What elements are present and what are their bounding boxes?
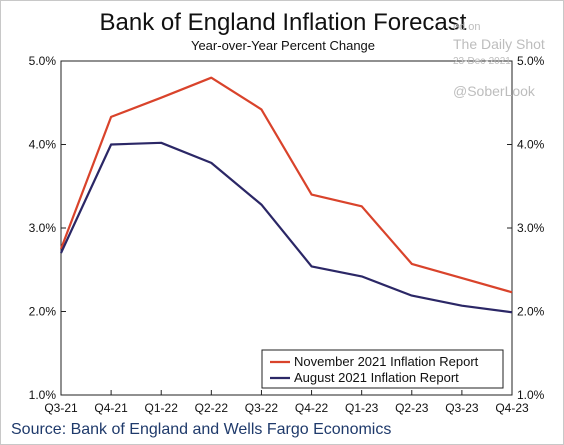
x-tick-label: Q4-21 — [94, 401, 128, 415]
x-tick-label: Q2-23 — [395, 401, 429, 415]
y-tick-label-right: 2.0% — [517, 305, 545, 319]
x-tick-label: Q3-22 — [245, 401, 279, 415]
x-tick-label: Q2-22 — [195, 401, 229, 415]
legend-label: August 2021 Inflation Report — [294, 370, 459, 385]
watermark-line4: @SoberLook — [453, 83, 535, 99]
y-tick-label-left: 4.0% — [29, 138, 57, 152]
legend-label: November 2021 Inflation Report — [294, 354, 479, 369]
y-tick-label-right: 3.0% — [517, 221, 545, 235]
y-tick-label-left: 5.0% — [29, 54, 57, 68]
y-tick-label-left: 2.0% — [29, 305, 57, 319]
watermark-line2: The Daily Shot — [453, 36, 545, 52]
watermark-line3: 23-Dec-2021 — [453, 56, 511, 67]
y-tick-label-right: 4.0% — [517, 138, 545, 152]
x-tick-label: Q3-23 — [445, 401, 479, 415]
x-tick-label: Q1-22 — [145, 401, 179, 415]
series-line-august-2021 — [60, 141, 513, 314]
watermark-line1: ed on — [453, 21, 481, 33]
y-tick-label-left: 3.0% — [29, 221, 57, 235]
chart-title: Bank of England Inflation Forecast — [99, 9, 467, 36]
series-line-november-2021 — [59, 76, 513, 294]
chart-subtitle: Year-over-Year Percent Change — [190, 38, 376, 53]
x-tick-label: Q3-21 — [44, 401, 78, 415]
y-tick-label-left: 1.0% — [29, 388, 57, 402]
x-tick-label: Q1-23 — [345, 401, 379, 415]
source-note: Source: Bank of England and Wells Fargo … — [11, 421, 392, 438]
y-tick-label-right: 1.0% — [517, 388, 545, 402]
y-tick-label-right: 5.0% — [517, 54, 545, 68]
x-tick-label: Q4-22 — [295, 401, 329, 415]
legend-box — [261, 349, 504, 389]
x-tick-label: Q4-23 — [495, 401, 529, 415]
